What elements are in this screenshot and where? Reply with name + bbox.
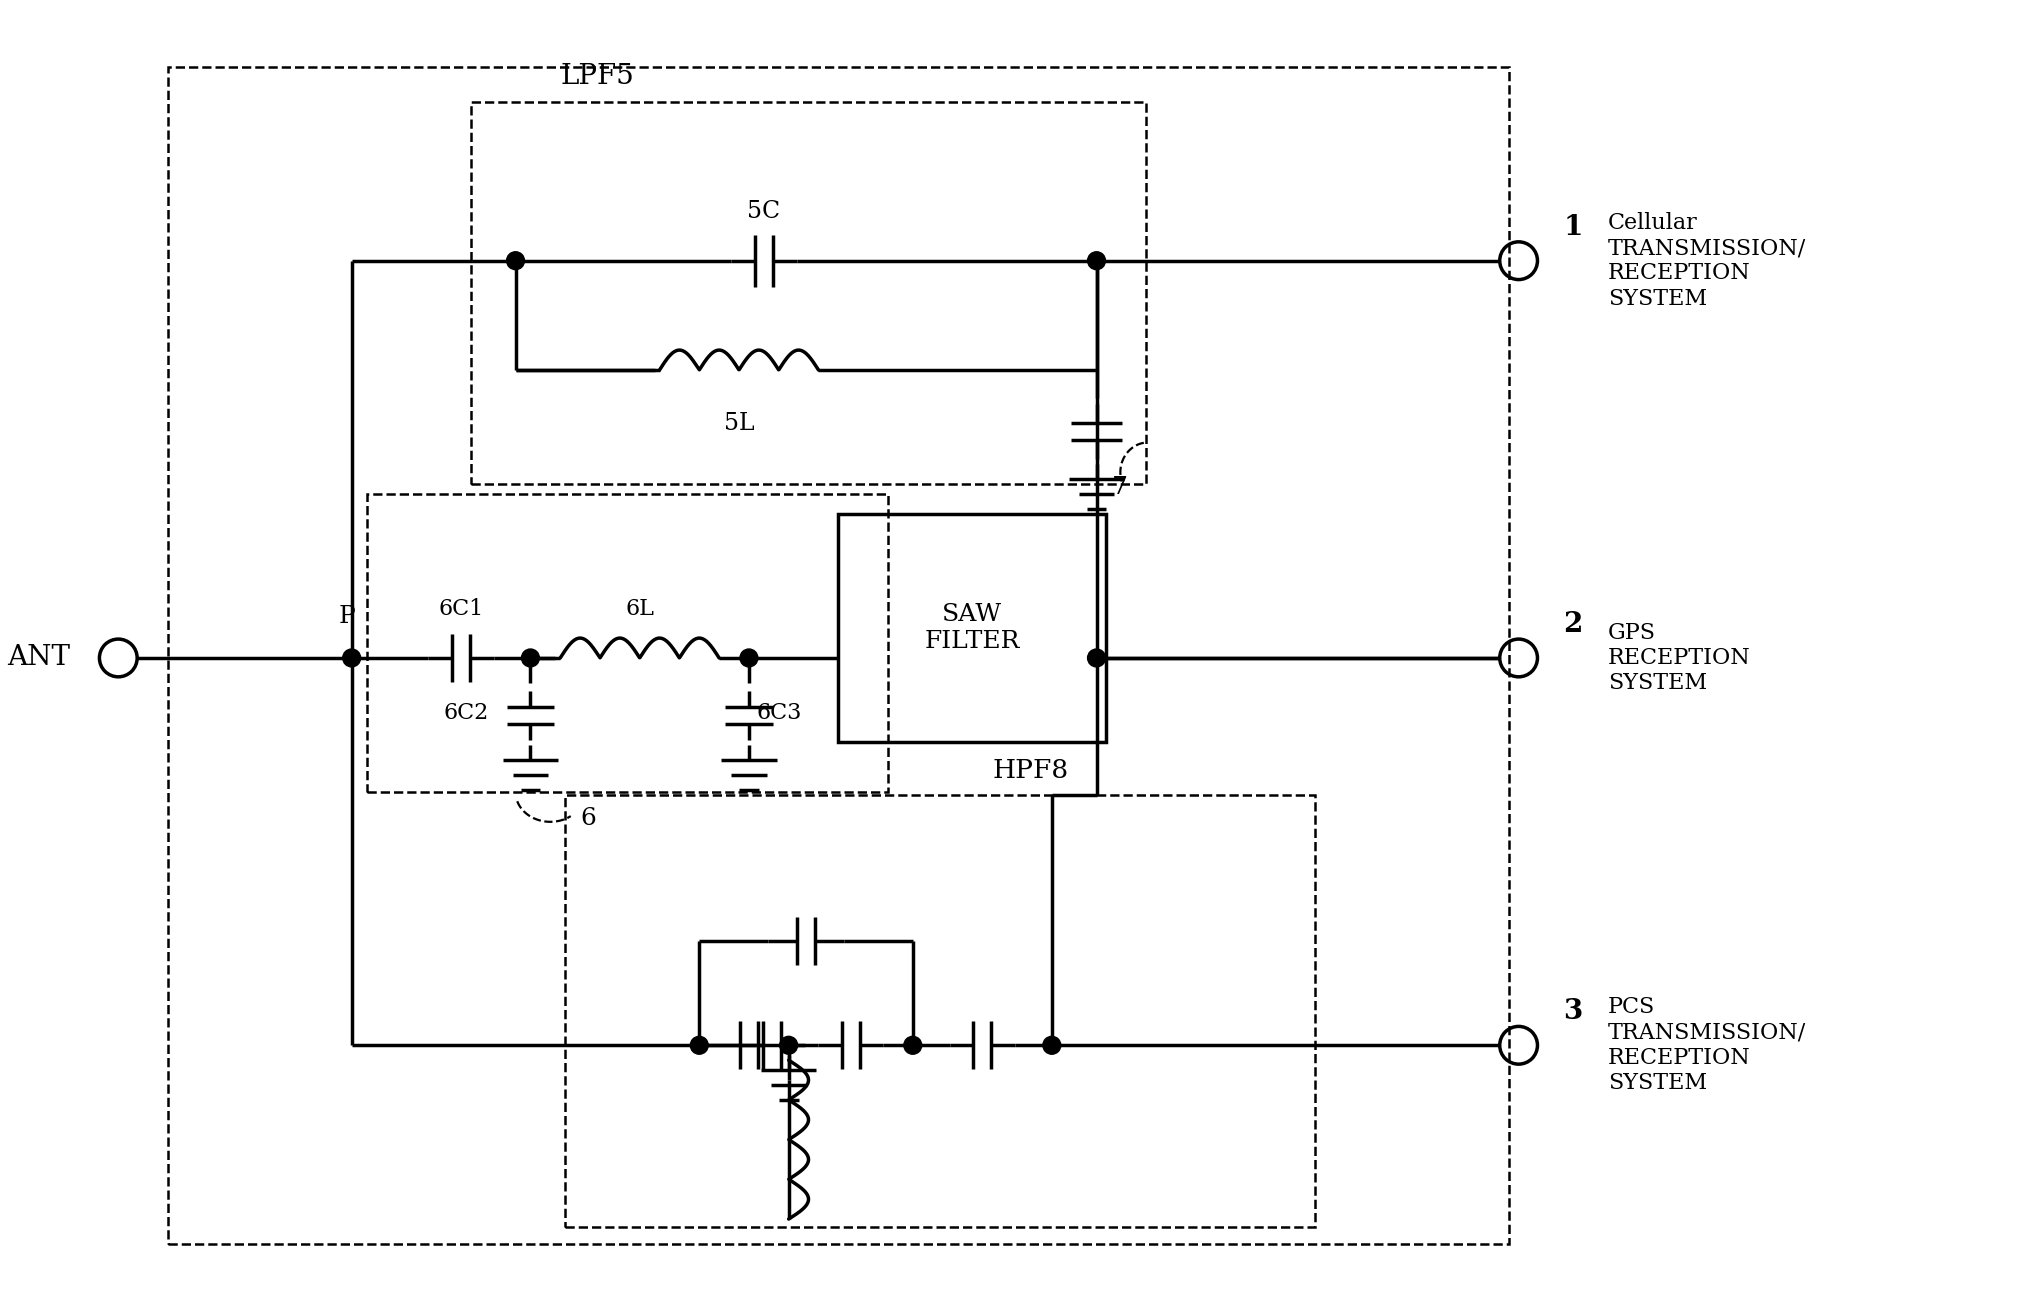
Text: 6C3: 6C3 [756, 701, 801, 723]
Text: 5L: 5L [724, 412, 754, 435]
Text: 5C: 5C [746, 199, 781, 223]
Text: 3: 3 [1564, 998, 1582, 1025]
Text: LPF5: LPF5 [561, 63, 634, 90]
Text: GPS
RECEPTION
SYSTEM: GPS RECEPTION SYSTEM [1609, 622, 1752, 694]
Bar [838, 513, 1107, 743]
Text: HPF8: HPF8 [993, 758, 1068, 783]
Text: 2: 2 [1564, 611, 1582, 638]
Circle shape [691, 1036, 708, 1054]
Circle shape [343, 649, 361, 667]
Circle shape [1087, 251, 1105, 270]
Text: P: P [338, 605, 355, 628]
Text: 7: 7 [1111, 476, 1128, 499]
Text: Cellular
TRANSMISSION/
RECEPTION
SYSTEM: Cellular TRANSMISSION/ RECEPTION SYSTEM [1609, 211, 1807, 310]
Bar [167, 66, 1509, 1244]
Text: 6C2: 6C2 [442, 701, 489, 723]
Text: 6C1: 6C1 [438, 598, 483, 620]
Circle shape [522, 649, 540, 667]
Bar [367, 494, 887, 792]
Circle shape [1042, 1036, 1060, 1054]
Text: ANT: ANT [8, 645, 71, 671]
Circle shape [903, 1036, 922, 1054]
Text: PCS
TRANSMISSION/
RECEPTION
SYSTEM: PCS TRANSMISSION/ RECEPTION SYSTEM [1609, 997, 1807, 1095]
Bar [565, 795, 1315, 1227]
Circle shape [779, 1036, 797, 1054]
Circle shape [506, 251, 524, 270]
Bar [471, 102, 1146, 485]
Text: SAW
FILTER: SAW FILTER [926, 603, 1020, 653]
Text: 6L: 6L [626, 598, 655, 620]
Text: 1: 1 [1564, 214, 1582, 241]
Circle shape [740, 649, 759, 667]
Circle shape [1087, 649, 1105, 667]
Text: 6: 6 [579, 807, 595, 830]
